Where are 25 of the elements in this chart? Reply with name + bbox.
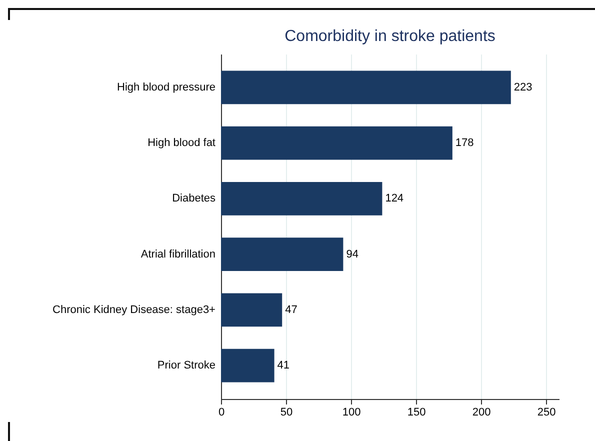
data-label: 94	[346, 248, 358, 260]
x-tick-label: 0	[218, 406, 225, 418]
bar	[221, 238, 344, 272]
y-tick-label: High blood pressure	[117, 81, 216, 94]
bar	[221, 126, 452, 160]
data-label: 223	[514, 81, 532, 94]
data-label: 178	[455, 137, 474, 150]
chart-title: Comorbidity in stroke patients	[284, 28, 496, 45]
x-tick-label: 150	[407, 406, 426, 418]
y-tick-label: Diabetes	[172, 192, 216, 205]
y-tick-label: Atrial fibrillation	[140, 248, 216, 260]
bar	[221, 293, 282, 327]
y-tick-label: Chronic Kidney Disease: stage3+	[52, 304, 216, 316]
x-tick-label: 100	[342, 406, 361, 418]
data-label: 41	[277, 360, 290, 372]
data-label: 47	[285, 304, 298, 316]
x-tick-label: 250	[537, 406, 556, 418]
bar	[221, 182, 382, 216]
y-tick-label: Prior Stroke	[157, 360, 216, 372]
y-tick-label: High blood fat	[148, 137, 216, 150]
bar	[221, 348, 274, 382]
x-tick-label: 50	[280, 406, 293, 418]
bar	[221, 70, 511, 104]
x-tick-label: 200	[472, 406, 491, 418]
data-label: 124	[385, 192, 404, 205]
